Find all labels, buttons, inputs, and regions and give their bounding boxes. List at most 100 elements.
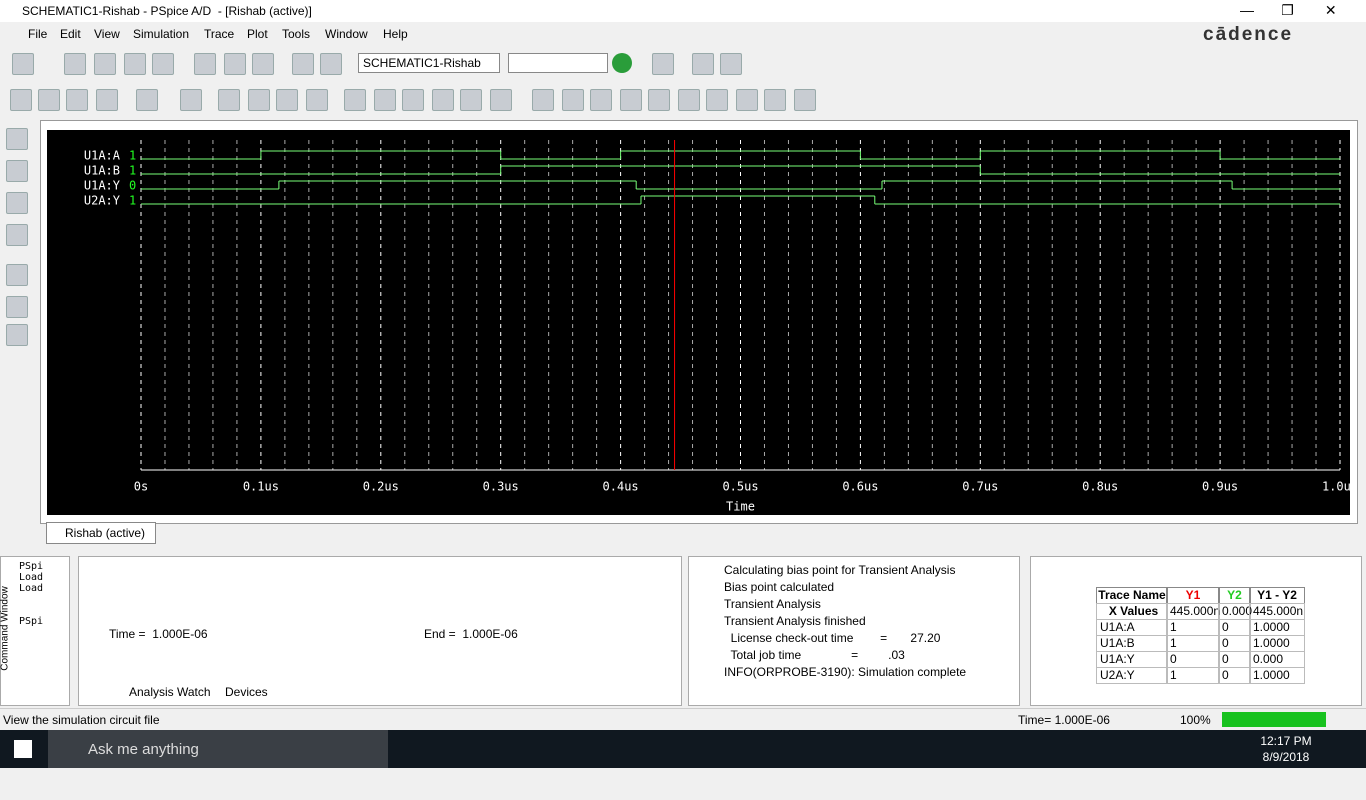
tool-icon[interactable]: [490, 89, 512, 111]
tool-icon[interactable]: [692, 53, 714, 75]
menu-item[interactable]: Plot: [247, 27, 268, 41]
menu-item[interactable]: Trace: [204, 27, 235, 41]
menu-item[interactable]: Edit: [60, 27, 81, 41]
table-cell: 1.0000: [1249, 635, 1305, 652]
tool-icon[interactable]: [292, 53, 314, 75]
tool-icon[interactable]: [764, 89, 786, 111]
trace-value: 1: [129, 164, 136, 178]
x-tick-label: 0s: [134, 480, 148, 494]
side-icon[interactable]: [6, 324, 28, 346]
plot-tab[interactable]: Rishab (active): [46, 522, 156, 544]
side-icon[interactable]: [6, 296, 28, 318]
table-cell: 0: [1218, 651, 1251, 668]
tool-icon[interactable]: [460, 89, 482, 111]
side-icon[interactable]: [6, 192, 28, 214]
table-cell: 0: [1166, 651, 1220, 668]
side-icon[interactable]: [6, 160, 28, 182]
tool-icon[interactable]: [590, 89, 612, 111]
tool-icon[interactable]: [678, 89, 700, 111]
tool-icon[interactable]: [344, 89, 366, 111]
table-header: Y1 - Y2: [1249, 587, 1305, 604]
tool-icon[interactable]: [532, 89, 554, 111]
toolbar: [0, 84, 1366, 116]
command-window: Command Window PSpi Load Load PSpi: [0, 556, 70, 706]
command-line: PSpi: [19, 561, 44, 572]
window-controls[interactable]: — ❐ ✕: [1240, 2, 1337, 18]
tool-icon[interactable]: [562, 89, 584, 111]
command-line: Load: [19, 572, 44, 583]
menu-item[interactable]: Simulation: [133, 27, 190, 41]
tool-icon[interactable]: [66, 89, 88, 111]
tool-icon[interactable]: [12, 53, 34, 75]
tool-icon[interactable]: [152, 53, 174, 75]
tool-icon[interactable]: [794, 89, 816, 111]
trace-name: U1A:A: [84, 149, 121, 163]
table-cell: 0.000: [1249, 651, 1305, 668]
progress: [1222, 712, 1326, 727]
tool-icon[interactable]: [374, 89, 396, 111]
tool-icon[interactable]: [136, 89, 158, 111]
table-header: Trace Name: [1096, 587, 1168, 604]
tool-icon[interactable]: [652, 53, 674, 75]
title-bar: SCHEMATIC1-Rishab - PSpice A/D - [Rishab…: [0, 0, 1366, 22]
x-tick-label: 0.5us: [722, 480, 758, 494]
tool-icon[interactable]: [248, 89, 270, 111]
tool-icon[interactable]: [432, 89, 454, 111]
output-line: Transient Analysis: [724, 597, 821, 611]
x-tick-label: 0.9us: [1202, 480, 1238, 494]
tool-icon[interactable]: [180, 89, 202, 111]
tool-icon[interactable]: [94, 53, 116, 75]
output-line: Bias point calculated: [724, 580, 835, 594]
tool-icon[interactable]: [96, 89, 118, 111]
table-header: Y2: [1218, 587, 1251, 604]
profile-box[interactable]: SCHEMATIC1-Rishab: [358, 53, 500, 73]
tool-icon[interactable]: [10, 89, 32, 111]
sim-time: Time = 1.000E-06: [109, 627, 208, 641]
plot-background: [47, 130, 1350, 515]
tool-icon[interactable]: [306, 89, 328, 111]
sim-status: Time = 1.000E-06 End = 1.000E-06 Analysi…: [78, 556, 682, 706]
menu-item[interactable]: View: [94, 27, 120, 41]
menu-item[interactable]: Window: [325, 27, 368, 41]
tool-icon[interactable]: [276, 89, 298, 111]
x-tick-label: 0.2us: [363, 480, 399, 494]
tool-icon[interactable]: [648, 89, 670, 111]
menu-item[interactable]: Help: [383, 27, 408, 41]
status-bar: View the simulation circuit file Time= 1…: [0, 708, 1366, 731]
command-line: PSpi: [19, 616, 44, 627]
tool-icon[interactable]: [720, 53, 742, 75]
tool-icon[interactable]: [320, 53, 342, 75]
x-tick-label: 0.4us: [603, 480, 639, 494]
side-icon[interactable]: [6, 224, 28, 246]
tool-icon[interactable]: [224, 53, 246, 75]
search-box[interactable]: [508, 53, 608, 73]
menu-item[interactable]: File: [28, 27, 48, 41]
table-cell: 1: [1166, 635, 1220, 652]
tab[interactable]: Analysis: [129, 685, 174, 699]
table-cell: X Values: [1096, 603, 1168, 620]
tool-icon[interactable]: [706, 89, 728, 111]
tool-icon[interactable]: [124, 53, 146, 75]
side-icon[interactable]: [6, 128, 28, 150]
tool-icon[interactable]: [620, 89, 642, 111]
tool-icon[interactable]: [218, 89, 240, 111]
tool-icon[interactable]: [252, 53, 274, 75]
menu-item[interactable]: Tools: [282, 27, 311, 41]
clock-date: 8/9/2018: [1262, 750, 1310, 764]
search-bar[interactable]: Ask me anything: [48, 730, 388, 768]
tool-icon[interactable]: [194, 53, 216, 75]
tool-icon[interactable]: [64, 53, 86, 75]
table-header: Y1: [1166, 587, 1220, 604]
x-tick-label: 0.8us: [1082, 480, 1118, 494]
tool-icon[interactable]: [402, 89, 424, 111]
tab[interactable]: Devices: [225, 685, 268, 699]
tab[interactable]: Watch: [177, 685, 211, 699]
side-icon[interactable]: [6, 264, 28, 286]
tool-icon[interactable]: [38, 89, 60, 111]
run-button[interactable]: [612, 53, 632, 73]
search-text: Ask me anything: [88, 741, 199, 758]
start-button[interactable]: [14, 740, 32, 758]
command-label: Command Window: [0, 586, 11, 671]
tool-icon[interactable]: [736, 89, 758, 111]
table-cell: 1: [1166, 667, 1220, 684]
